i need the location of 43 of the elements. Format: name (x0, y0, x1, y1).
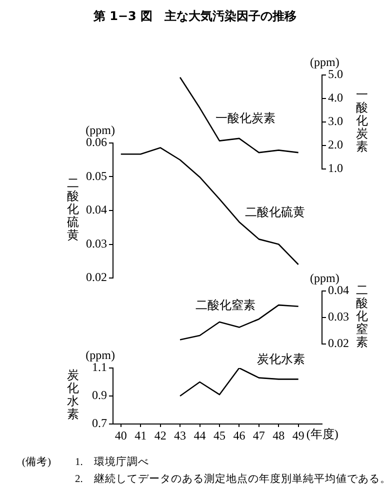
y2-tick-label: 0.02 (328, 336, 349, 350)
x-tick-label: 44 (194, 428, 206, 442)
y2-axis-title: 一酸化炭素 (356, 88, 368, 154)
y-tick-label: 0.02 (86, 270, 107, 284)
x-tick-label: 43 (174, 428, 186, 442)
x-tick-label: 49 (292, 428, 304, 442)
text: 2. 継続してデータのある測定地点の年度別単純平均値である。 (75, 472, 390, 486)
x-axis-title: (年度) (306, 427, 338, 442)
y-axis-title: 二酸化硫黄 (67, 176, 79, 242)
series-label: 二酸化硫黄 (245, 205, 306, 220)
y2-tick-label: 0.03 (328, 310, 349, 324)
y2-tick-label: 4.0 (328, 90, 343, 105)
y-tick-label: 0.06 (86, 135, 107, 150)
x-tick-label: 42 (154, 428, 166, 442)
y2-tick-label: 1.0 (328, 161, 343, 176)
y2-tick-label: 5.0 (328, 67, 343, 82)
y2-tick-label: 3.0 (328, 114, 343, 128)
text: (ppm) (86, 123, 115, 138)
text: (ppm) (86, 348, 115, 362)
y-tick-label: 0.7 (92, 416, 107, 430)
text: 1. 環境庁調べ (75, 455, 149, 469)
x-tick-label: 47 (252, 428, 265, 442)
y-tick-label: 0.9 (92, 388, 107, 402)
x-tick-label: 46 (233, 428, 246, 442)
y-tick-label: 0.03 (86, 236, 107, 250)
text: (ppm) (310, 271, 340, 286)
x-tick-label: 45 (213, 428, 226, 442)
series-label: 一酸化炭素 (215, 110, 276, 125)
y-tick-label: 0.04 (86, 202, 107, 217)
series-label: 炭化水素 (256, 352, 305, 366)
y-tick-label: 1.1 (92, 360, 107, 374)
x-tick-label: 40 (114, 428, 127, 442)
y2-axis-title: 二酸化窒素 (356, 283, 368, 350)
y-axis-title: 炭化水素 (67, 368, 79, 422)
y2-tick-label: 0.04 (328, 283, 349, 298)
text: (ppm) (310, 55, 340, 70)
x-tick-label: 48 (272, 428, 285, 442)
y2-tick-label: 2.0 (328, 138, 343, 152)
chart-title: 第 1−3 図 主な大気汚染因子の推移 (92, 8, 298, 25)
x-tick-label: 41 (134, 428, 147, 442)
series-label: 二酸化窒素 (195, 298, 256, 312)
y-tick-label: 0.05 (86, 168, 107, 183)
text: (備考) (22, 455, 51, 469)
